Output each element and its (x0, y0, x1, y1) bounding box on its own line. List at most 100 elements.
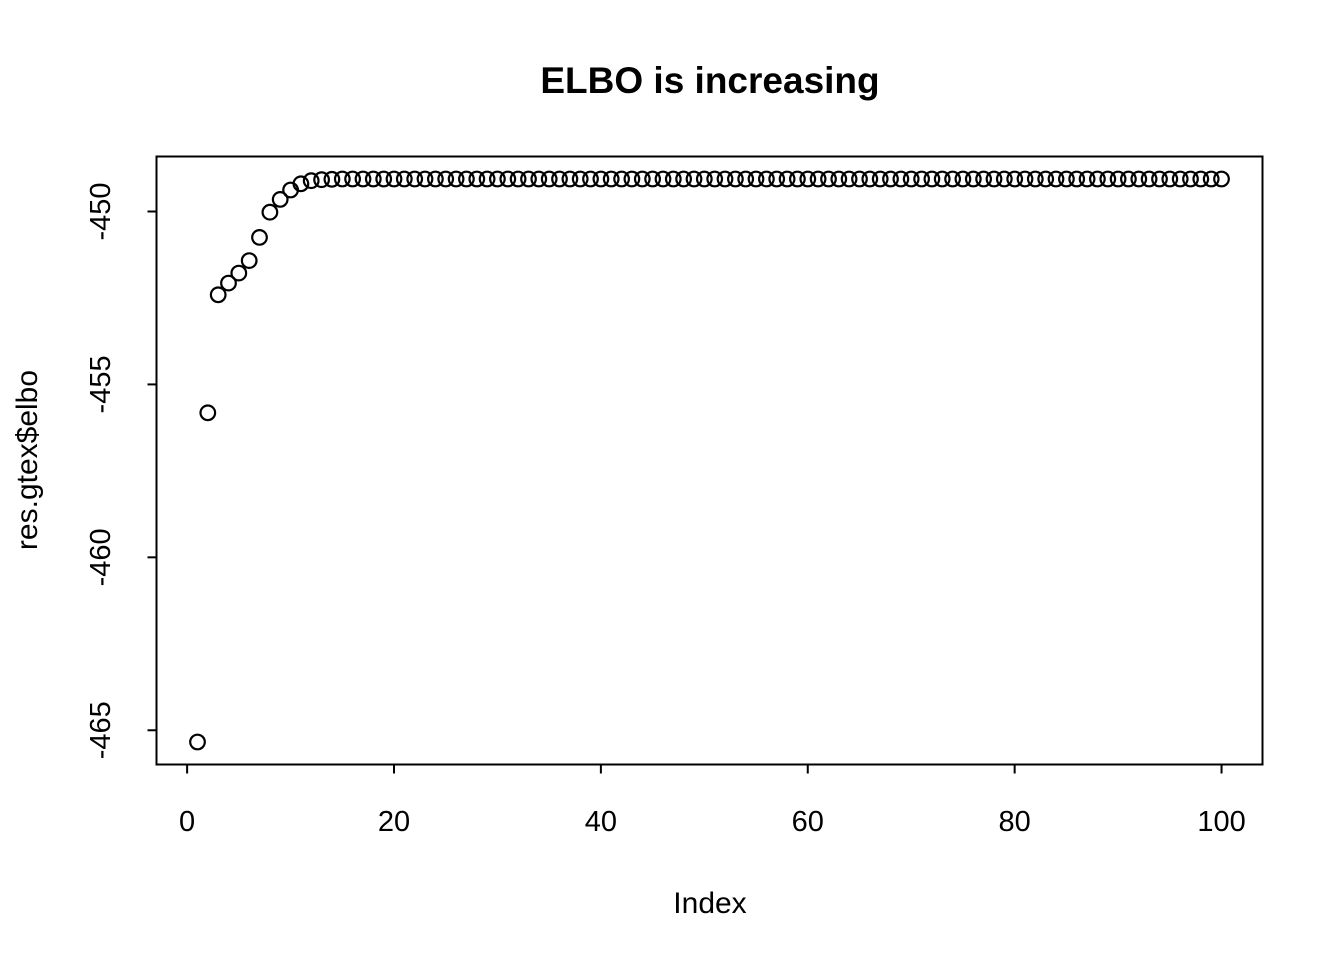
data-point-marker (871, 170, 889, 188)
data-point-marker (582, 170, 599, 188)
data-point-marker (323, 170, 341, 188)
data-point-marker (427, 170, 444, 188)
x-tick-label: 0 (179, 806, 195, 838)
data-point-marker (1202, 170, 1220, 188)
data-point-marker (209, 286, 227, 304)
data-point-marker (251, 228, 268, 246)
data-point-marker (1006, 170, 1024, 188)
data-point-marker (820, 170, 837, 188)
data-point-marker (695, 170, 713, 188)
data-point-marker (509, 170, 527, 188)
data-point-marker (654, 170, 672, 188)
data-point-marker (489, 170, 506, 188)
data-point-marker (902, 170, 920, 188)
data-point-marker (385, 170, 403, 188)
data-point-marker (1047, 170, 1065, 188)
data-point-marker (602, 170, 620, 188)
data-point-marker (344, 170, 362, 188)
data-point-marker (1088, 170, 1106, 188)
data-point-marker (944, 170, 961, 188)
x-tick-label: 60 (792, 806, 824, 838)
data-point-marker (623, 170, 641, 188)
data-point-marker (354, 170, 372, 188)
data-point-marker (913, 170, 930, 188)
data-point-marker (313, 171, 331, 189)
data-point-marker (768, 170, 786, 188)
data-point-marker (664, 170, 682, 188)
data-point-marker (675, 170, 692, 188)
y-axis-ticks: -465 -460 -455 -450 (85, 182, 157, 759)
data-point-marker (1213, 170, 1230, 188)
x-axis-label: Index (673, 887, 746, 920)
y-tick-label: -465 (85, 701, 117, 759)
x-tick-label: 40 (585, 806, 617, 838)
data-point-marker (230, 264, 248, 282)
data-point-marker (375, 170, 393, 188)
data-point-marker (468, 170, 486, 188)
data-point-marker (830, 170, 848, 188)
data-point-marker (447, 170, 465, 188)
data-point-marker (1182, 170, 1199, 188)
data-point-marker (706, 170, 724, 188)
data-point-marker (499, 170, 517, 188)
y-axis-label: res.gtex$elbo (11, 370, 44, 550)
data-point-marker (737, 170, 755, 188)
data-point-marker (1130, 170, 1148, 188)
data-point-marker (727, 170, 744, 188)
data-point-marker (199, 404, 217, 422)
data-point-marker (302, 172, 320, 190)
data-point-marker (1140, 170, 1158, 188)
data-point-marker (561, 170, 579, 188)
x-tick-label: 20 (378, 806, 410, 838)
data-point-marker (1026, 170, 1044, 188)
data-point-marker (1171, 170, 1189, 188)
data-point-marker (964, 170, 982, 188)
data-point-marker (975, 170, 992, 188)
data-point-marker (220, 274, 237, 292)
data-point-marker (437, 170, 455, 188)
data-point-marker (240, 252, 258, 270)
data-point-marker (954, 170, 972, 188)
data-point-marker (540, 170, 558, 188)
x-axis-ticks: 0 20 40 60 80 100 (179, 764, 1246, 838)
data-point-marker (1192, 170, 1210, 188)
data-point-marker (758, 170, 775, 188)
data-point-marker (1057, 170, 1075, 188)
data-point-marker (613, 170, 630, 188)
y-tick-label: -460 (85, 528, 117, 586)
data-point-marker (1037, 170, 1055, 188)
data-point-marker (1109, 170, 1127, 188)
data-point-marker (716, 170, 734, 188)
data-point-marker (189, 733, 206, 751)
data-point-marker (851, 170, 868, 188)
data-point-marker (685, 170, 703, 188)
data-point-marker (809, 170, 827, 188)
data-point-marker (892, 170, 910, 188)
data-point-marker (1161, 170, 1179, 188)
data-point-marker (1068, 170, 1086, 188)
data-point-marker (1099, 170, 1117, 188)
data-point-marker (292, 175, 310, 193)
plot-box (155, 155, 1264, 766)
data-point-marker (1016, 170, 1034, 188)
data-point-marker (592, 170, 610, 188)
data-point-marker (416, 170, 434, 188)
plot-title: ELBO is increasing (540, 60, 879, 101)
data-point-marker (747, 170, 765, 188)
data-point-marker (406, 170, 424, 188)
y-tick-label: -450 (85, 182, 117, 240)
y-tick-label: -455 (85, 355, 117, 413)
x-tick-label: 80 (999, 806, 1031, 838)
data-points-series (189, 170, 1230, 751)
data-point-marker (364, 170, 382, 188)
data-point-marker (458, 170, 475, 188)
data-point-marker (395, 170, 413, 188)
data-point-marker (271, 190, 289, 208)
data-point-marker (478, 170, 496, 188)
data-point-marker (333, 170, 351, 188)
data-point-marker (778, 170, 796, 188)
data-point-marker (789, 170, 806, 188)
data-point-marker (571, 170, 589, 188)
data-point-marker (799, 170, 817, 188)
